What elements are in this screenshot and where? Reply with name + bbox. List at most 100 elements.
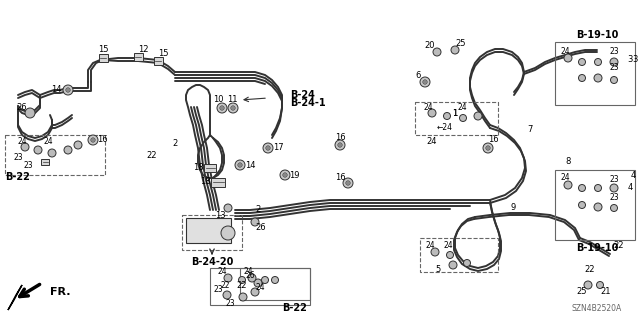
Circle shape (460, 115, 467, 122)
Text: 2: 2 (255, 205, 260, 214)
Circle shape (483, 143, 493, 153)
Text: 24: 24 (43, 137, 53, 146)
Polygon shape (8, 285, 22, 310)
Text: 23: 23 (609, 192, 619, 202)
Circle shape (610, 184, 618, 192)
Circle shape (428, 109, 436, 117)
Text: 26: 26 (256, 224, 266, 233)
Text: 23: 23 (609, 175, 619, 184)
Text: 24: 24 (427, 137, 437, 146)
Circle shape (343, 178, 353, 188)
Text: 1: 1 (452, 108, 458, 117)
Circle shape (228, 103, 238, 113)
Bar (154, 57, 163, 65)
Text: 16: 16 (335, 173, 346, 182)
Circle shape (48, 149, 56, 157)
Text: 11: 11 (227, 95, 237, 105)
Circle shape (579, 75, 586, 81)
Circle shape (64, 146, 72, 154)
Circle shape (433, 48, 441, 56)
Text: SZN4B2520A: SZN4B2520A (572, 304, 622, 313)
Text: 24: 24 (457, 102, 467, 112)
Text: 22: 22 (614, 241, 624, 249)
Circle shape (251, 288, 259, 296)
Text: B-24: B-24 (290, 90, 315, 100)
Text: 21: 21 (601, 287, 611, 296)
Circle shape (474, 112, 482, 120)
Text: 23: 23 (225, 299, 235, 308)
Text: 24: 24 (443, 241, 453, 249)
Text: 13: 13 (214, 211, 225, 219)
Text: 18: 18 (193, 164, 204, 173)
Circle shape (262, 277, 269, 284)
Circle shape (248, 274, 256, 282)
Text: 4: 4 (630, 170, 636, 180)
Text: 15: 15 (98, 46, 108, 55)
Text: 1: 1 (452, 108, 458, 117)
Bar (420, 238, 498, 272)
Text: 10: 10 (212, 95, 223, 105)
Circle shape (283, 173, 287, 177)
Text: B-24-20: B-24-20 (191, 257, 233, 267)
Circle shape (266, 146, 270, 150)
Circle shape (231, 106, 236, 110)
Text: B-22: B-22 (5, 172, 30, 182)
Circle shape (595, 58, 602, 65)
Text: 2: 2 (172, 138, 178, 147)
Circle shape (91, 138, 95, 142)
Circle shape (25, 108, 35, 118)
Bar (204, 164, 216, 172)
Text: 22: 22 (220, 280, 230, 290)
Circle shape (263, 143, 273, 153)
Text: B-19-10: B-19-10 (576, 30, 618, 40)
Bar (555, 42, 635, 105)
Circle shape (423, 80, 428, 84)
Circle shape (21, 143, 29, 151)
Text: B-24-1: B-24-1 (290, 98, 326, 108)
Circle shape (34, 146, 42, 154)
Text: 18: 18 (200, 177, 211, 187)
Text: 26: 26 (17, 102, 28, 112)
Text: 23: 23 (609, 48, 619, 56)
Text: 3: 3 (632, 56, 637, 64)
Bar (415, 102, 498, 135)
Circle shape (610, 58, 618, 66)
Bar (211, 177, 225, 187)
Circle shape (594, 74, 602, 82)
Text: 5: 5 (435, 265, 440, 275)
Text: 16: 16 (97, 136, 108, 145)
Text: ←24: ←24 (437, 123, 453, 132)
Circle shape (224, 204, 232, 212)
Text: 24: 24 (560, 48, 570, 56)
Text: 3: 3 (627, 56, 633, 64)
Text: B-22: B-22 (282, 303, 307, 313)
Text: 17: 17 (273, 144, 284, 152)
Bar (210, 268, 310, 305)
Circle shape (444, 113, 451, 120)
Text: 23: 23 (13, 152, 23, 161)
Circle shape (338, 143, 342, 147)
Circle shape (271, 277, 278, 284)
Circle shape (451, 46, 459, 54)
Text: FR.: FR. (50, 287, 70, 297)
Text: 7: 7 (527, 125, 532, 135)
Circle shape (579, 58, 586, 65)
Text: 26: 26 (245, 271, 255, 279)
Circle shape (254, 279, 262, 287)
Text: 25: 25 (456, 39, 467, 48)
Bar (5, 135, 105, 175)
Circle shape (564, 181, 572, 189)
Circle shape (239, 293, 247, 301)
Text: 24: 24 (17, 137, 27, 146)
Circle shape (223, 291, 231, 299)
Bar (186, 218, 231, 243)
Text: 16: 16 (488, 136, 499, 145)
Circle shape (74, 141, 82, 149)
Text: 9: 9 (510, 203, 516, 211)
Text: B-19-10: B-19-10 (576, 243, 618, 253)
Circle shape (584, 281, 592, 289)
Circle shape (280, 170, 290, 180)
Circle shape (449, 261, 457, 269)
Text: 24: 24 (560, 174, 570, 182)
Text: 12: 12 (138, 44, 148, 54)
